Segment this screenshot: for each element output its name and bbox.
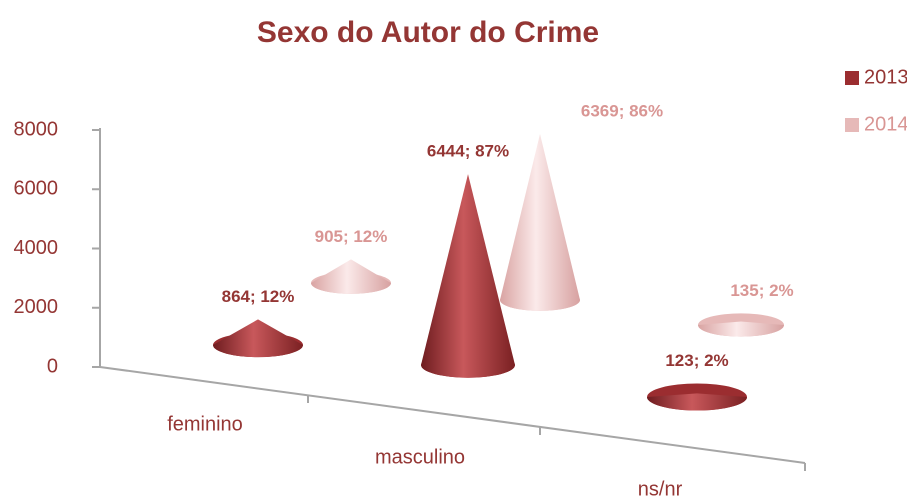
x-axis xyxy=(99,366,806,464)
value-label: 905; 12% xyxy=(315,227,388,246)
legend-label: 2014 xyxy=(864,113,907,135)
x-tick-label: ns/nr xyxy=(638,478,683,498)
cone xyxy=(647,383,747,411)
y-tick-label: 6000 xyxy=(14,178,59,200)
cone xyxy=(311,259,391,294)
value-label: 6369; 86% xyxy=(581,101,663,120)
cone-body xyxy=(698,321,784,337)
y-tick-label: 2000 xyxy=(14,296,59,318)
y-tick-label: 8000 xyxy=(14,118,59,140)
cone-body xyxy=(647,393,747,411)
cone-body xyxy=(421,174,515,378)
cone xyxy=(500,133,580,311)
y-tick-label: 0 xyxy=(47,355,58,377)
cone-body xyxy=(213,319,303,358)
cone-body xyxy=(500,133,580,311)
cone-body xyxy=(311,259,391,294)
legend-swatch xyxy=(845,118,859,132)
cone xyxy=(698,313,784,337)
x-tick-label: masculino xyxy=(375,446,465,468)
value-label: 864; 12% xyxy=(222,287,295,306)
value-label: 123; 2% xyxy=(665,351,728,370)
value-label: 135; 2% xyxy=(730,281,793,300)
x-tick-label: feminino xyxy=(167,413,243,435)
value-label: 6444; 87% xyxy=(427,142,509,161)
cone xyxy=(421,174,515,378)
cone xyxy=(213,319,303,358)
chart-title: Sexo do Autor do Crime xyxy=(257,16,599,49)
legend-label: 2013 xyxy=(864,66,907,88)
y-tick-label: 4000 xyxy=(14,237,59,259)
legend-swatch xyxy=(845,71,859,85)
